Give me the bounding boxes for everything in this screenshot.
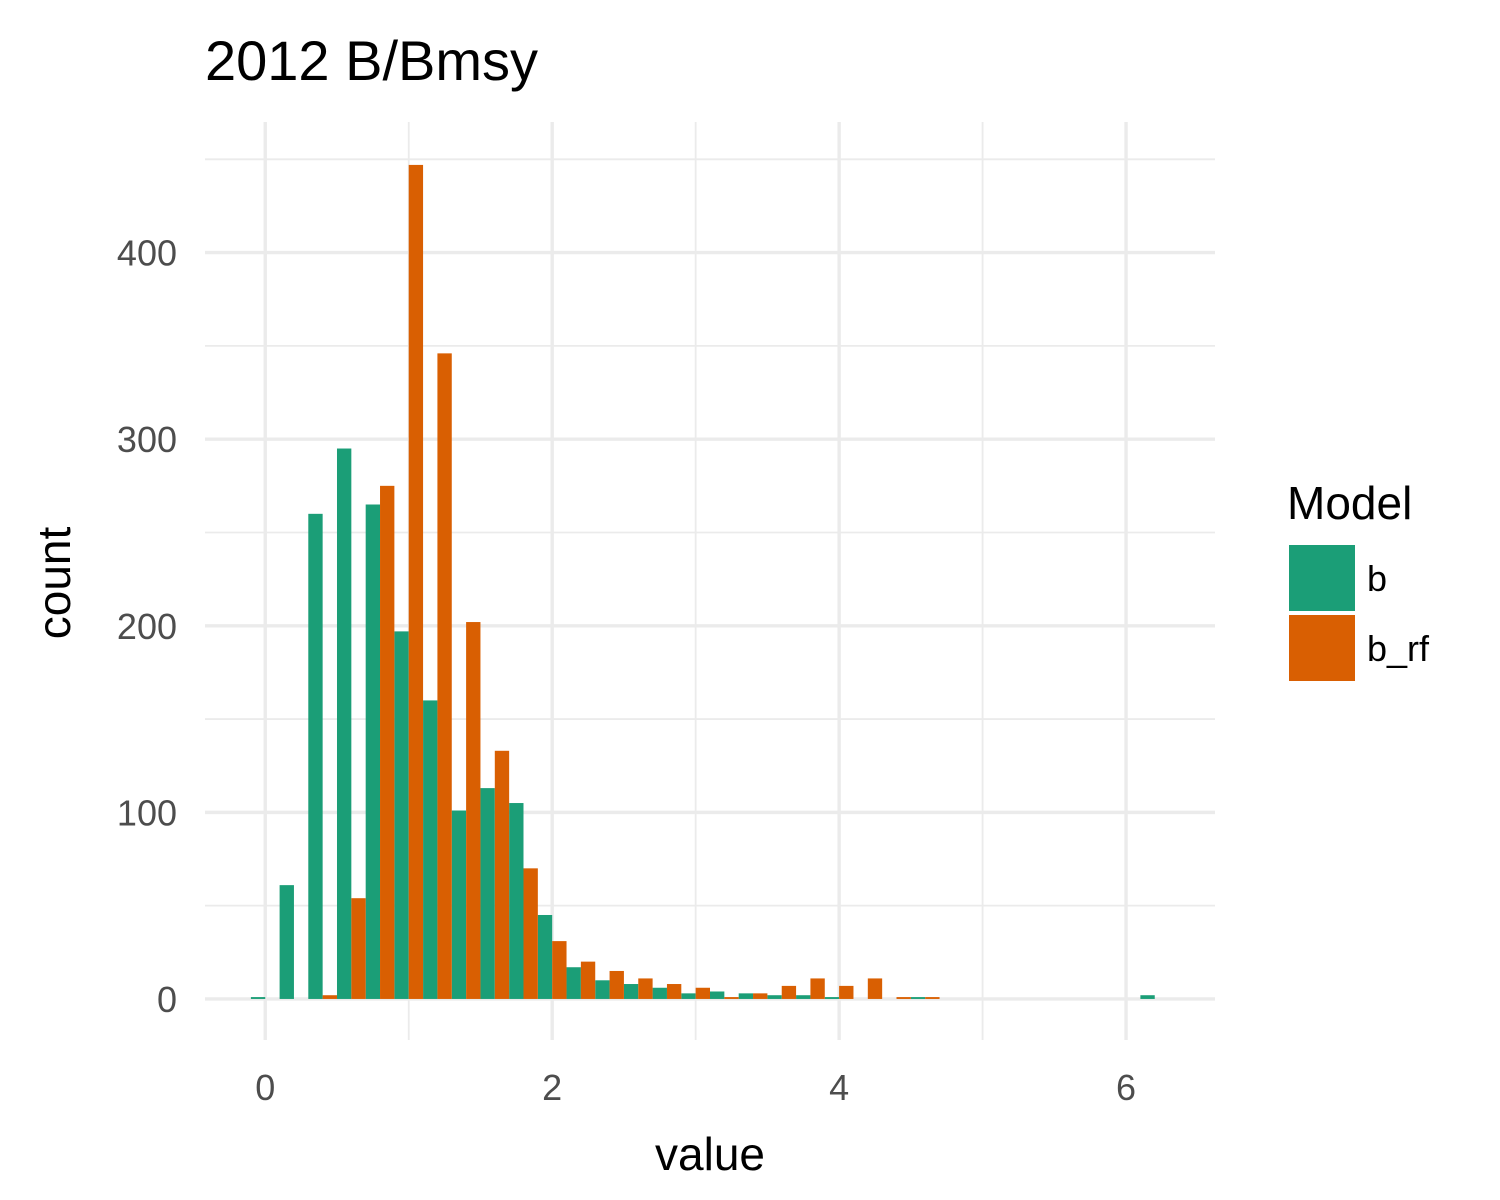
bar-b-rf [580, 961, 596, 999]
legend: Model b b_rf [1287, 477, 1430, 681]
y-tick-label: 100 [117, 792, 177, 833]
bar-b [509, 803, 524, 999]
bar-b-rf [380, 485, 395, 999]
bar-b [623, 984, 639, 999]
bar-b [710, 991, 725, 999]
bar-b [824, 997, 840, 999]
y-tick-label: 0 [157, 979, 177, 1020]
bar-b [1140, 995, 1155, 999]
bar-b-rf [839, 985, 854, 999]
bar-b-rf [494, 750, 510, 999]
bar-b [451, 810, 467, 999]
bar-b-rf [867, 978, 883, 999]
bar-b [652, 987, 667, 999]
bar-b [279, 885, 294, 999]
x-axis-title: value [655, 1128, 765, 1180]
chart-title: 2012 B/Bmsy [205, 29, 538, 92]
y-axis-title: count [28, 527, 80, 640]
x-tick-label: 0 [255, 1067, 275, 1108]
bar-b-rf [810, 978, 825, 999]
bar-b-rf [666, 984, 682, 999]
bar-b-rf [552, 941, 567, 999]
bar-b-rf [351, 898, 366, 999]
bars-layer [250, 164, 1155, 999]
x-axis-ticks: 0 2 4 6 [255, 1067, 1136, 1108]
x-tick-label: 2 [542, 1067, 562, 1108]
bar-b [250, 997, 266, 999]
y-axis-ticks: 0 100 200 300 400 [117, 233, 177, 1020]
bar-b-rf [322, 995, 337, 999]
x-tick-label: 4 [829, 1067, 849, 1108]
bar-b [308, 513, 323, 999]
bar-b [394, 631, 409, 999]
bar-b [767, 995, 782, 999]
bar-b-rf [466, 622, 481, 999]
bar-b-rf [695, 987, 710, 999]
bar-b-rf [437, 353, 452, 999]
bar-b-rf [724, 997, 739, 999]
bar-b-rf [638, 978, 653, 999]
bar-b-rf [408, 164, 424, 999]
bar-b-rf [523, 868, 538, 999]
bar-b-rf [753, 993, 768, 999]
bar-b [796, 995, 811, 999]
y-tick-label: 300 [117, 419, 177, 460]
bar-b-rf [781, 985, 797, 999]
y-tick-label: 400 [117, 233, 177, 274]
bar-b [910, 997, 926, 999]
bar-b [681, 993, 696, 999]
bar-b [566, 967, 581, 999]
bar-b [480, 788, 495, 999]
legend-title: Model [1287, 477, 1412, 529]
y-tick-label: 200 [117, 606, 177, 647]
bar-b [423, 700, 438, 999]
legend-key-b-rf [1289, 615, 1355, 681]
legend-label: b [1367, 558, 1387, 599]
bar-b [738, 993, 754, 999]
bar-b-rf [896, 997, 911, 999]
bar-b [595, 980, 610, 999]
legend-label: b_rf [1367, 628, 1430, 669]
bar-b [537, 914, 553, 999]
bar-b [365, 504, 381, 999]
x-tick-label: 6 [1116, 1067, 1136, 1108]
bar-b-rf [925, 997, 940, 999]
bar-b-rf [609, 970, 624, 999]
bar-b [336, 448, 352, 999]
legend-key-b [1289, 545, 1355, 611]
